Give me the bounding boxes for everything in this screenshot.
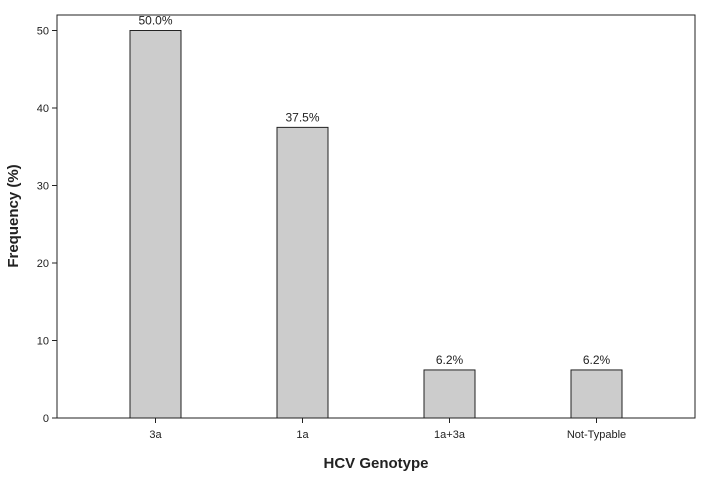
y-tick-label: 20 — [37, 258, 49, 270]
x-tick-label: 1a — [296, 429, 309, 441]
y-tick-label: 50 — [37, 26, 49, 38]
y-axis: 0 10 20 30 40 50 — [37, 26, 57, 425]
plot-frame — [56, 14, 696, 419]
data-label: 37.5% — [285, 110, 319, 124]
bars — [129, 30, 623, 419]
data-label: 50.0% — [138, 14, 172, 28]
bar — [129, 30, 182, 419]
y-tick-label: 30 — [37, 181, 49, 193]
x-tick-label: 1a+3a — [434, 429, 466, 441]
y-tick-label: 10 — [37, 336, 49, 348]
data-labels: 50.0% 37.5% 6.2% 6.2% — [138, 14, 610, 367]
bar — [276, 126, 329, 419]
bar — [570, 369, 623, 419]
x-axis: 3a 1a 1a+3a Not-Typable — [149, 418, 626, 441]
x-tick-label: 3a — [149, 429, 162, 441]
y-axis-title: Frequency (%) — [5, 164, 22, 267]
y-tick-label: 0 — [43, 413, 49, 425]
bar — [423, 369, 476, 419]
x-axis-title: HCV Genotype — [323, 455, 428, 472]
y-tick-label: 40 — [37, 103, 49, 115]
data-label: 6.2% — [436, 353, 464, 367]
x-tick-label: Not-Typable — [567, 429, 626, 441]
data-label: 6.2% — [583, 353, 611, 367]
